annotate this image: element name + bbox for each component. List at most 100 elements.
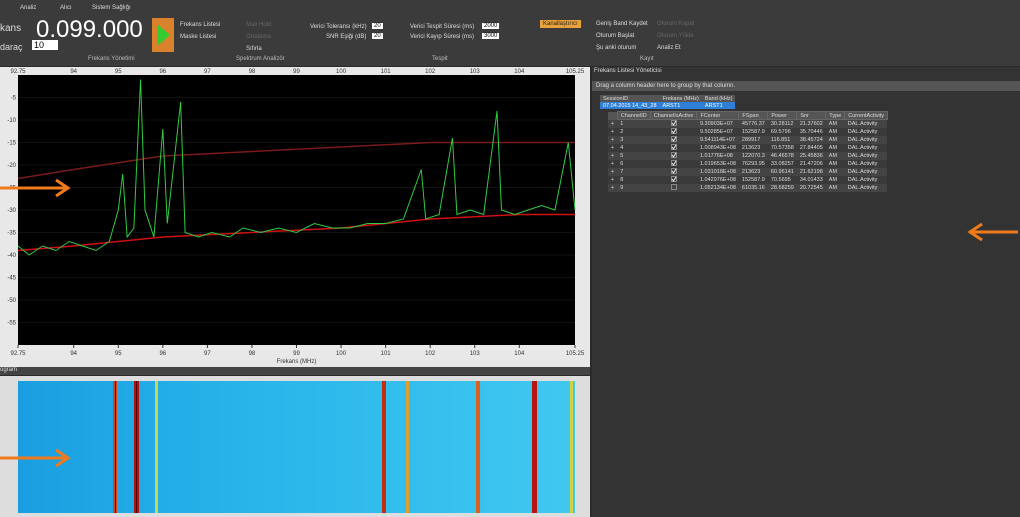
cell: ARST1 [702,102,736,109]
y-tick-label: -25 [7,186,16,192]
column-header: Type [826,112,845,120]
cell: 213623 [739,168,768,176]
checkbox[interactable] [671,176,677,182]
x-tick-label: 100 [336,351,347,357]
cell: 289917 [739,136,768,144]
cell: 3 [617,136,650,144]
button[interactable]: Analiz Et [657,45,681,51]
checkbox[interactable] [671,144,677,150]
grid: SessionIDFrekans (MHz)Band (kHz)07.04.20… [600,95,888,192]
cell: 69.5796 [768,128,797,136]
tab[interactable]: Sistem Sağlığı [92,5,131,11]
button[interactable]: Geniş Band Kaydet [596,21,648,27]
x-tick-label: 92.75 [10,351,26,357]
cell: AM [826,136,845,144]
checkbox[interactable] [671,160,677,166]
cell: 1.01776E+08 [697,152,739,160]
x-tick-label: 104 [514,69,525,75]
cell: 1 [617,120,650,129]
cell: AM [826,160,845,168]
step[interactable]: 10 [32,40,58,50]
checkbox[interactable] [671,128,677,134]
tab[interactable]: Alıcı [60,5,72,11]
cell: 21.37602 [797,120,826,129]
waterfall-header: ogram [0,367,590,375]
cell: 213623 [739,144,768,152]
button[interactable]: Sıfırla [246,46,262,52]
checkbox[interactable] [671,136,677,142]
y-tick-label: -30 [7,208,16,214]
checkbox-cell [650,176,697,184]
y-tick-label: -50 [7,298,16,304]
input[interactable]: 20 [372,33,383,39]
cell: 9.541114E+07 [697,136,739,144]
caption: Frekans Yönetimi [88,56,135,62]
button[interactable]: Maske Listesi [180,34,216,40]
cell: 6 [617,160,650,168]
button[interactable]: Frekans Listesi [180,22,220,28]
cell: 25.45836 [797,152,826,160]
label: daraç [0,42,23,52]
cell: DAL.Activity [845,168,888,176]
checkbox[interactable] [671,184,677,190]
panel-title: Frekans Listesi Yöneticisi [594,68,662,74]
y-tick-label: -5 [11,96,17,102]
button[interactable]: Ortalama [246,34,271,40]
column-header: ChannelIsActive [650,112,697,120]
cell: 35.70446 [797,128,826,136]
x-tick-label: 103 [470,69,481,75]
tab[interactable]: Analiz [20,5,36,11]
cell: DAL.Activity [845,144,888,152]
x-tick-label: 105.25 [566,351,585,357]
x-tick-label: 97 [204,351,211,357]
panel: Frekans Listesi Yöneticisi Drag a column… [592,67,1020,517]
cell: DAL.Activity [845,184,888,192]
toolbar: Analiz Alıcı Sistem Sağlığı kans 0.099.0… [0,0,1020,66]
cell: 1.042976E+08 [697,176,739,184]
channel-table: ChannelIDChannelIsActiveFCenterFSpanPowe… [608,111,888,192]
cell: AM [826,168,845,176]
cell: DAL.Activity [845,176,888,184]
y-tick-label: -35 [7,231,16,237]
checkbox[interactable] [671,152,677,158]
x-tick-label: 94 [70,69,77,75]
input[interactable]: 3000 [482,33,499,39]
cell: 116.851 [768,136,797,144]
column-header: FSpan [739,112,768,120]
input[interactable]: 20 [372,23,383,29]
checkbox[interactable] [671,120,677,126]
cell: 76293.95 [739,160,768,168]
play-button[interactable] [152,18,174,52]
expander: + [608,168,617,176]
cell: 07.04.2015 14_43_28 [600,102,660,109]
input[interactable]: 2000 [482,23,499,29]
x-tick-label: 95 [115,69,122,75]
button[interactable]: Oturum Başlat [596,33,634,39]
cell: 70.5695 [768,176,797,184]
cell: DAL.Activity [845,128,888,136]
session-table: SessionIDFrekans (MHz)Band (kHz)07.04.20… [600,95,735,109]
cell: 21.62198 [797,168,826,176]
waterfall-title: ogram [0,367,17,373]
button[interactable]: Oturum Yükle [657,33,694,39]
label: SNR Eşiği (dB) [326,34,366,40]
button[interactable]: Max Hold [246,22,271,28]
checkbox[interactable] [671,168,677,174]
y-tick-label: -20 [7,163,16,169]
cell: 2 [617,128,650,136]
cell: 122070.3 [739,152,768,160]
x-tick-label: 103 [470,351,481,357]
button[interactable]: Kanallaştırıcı [540,20,581,28]
channel-row: +19.30903E+0745776.3730.2811221.37602AMD… [608,120,887,129]
cell: 21.47206 [797,160,826,168]
channel-row: +61.019653E+0876293.9533.0825721.47206AM… [608,160,887,168]
label: kans [0,23,21,34]
button[interactable]: Oturum Kapat [657,21,694,27]
cell: 34.01433 [797,176,826,184]
cell: 20.72545 [797,184,826,192]
cell: DAL.Activity [845,120,888,129]
expander: + [608,144,617,152]
cell: 152587.9 [739,176,768,184]
